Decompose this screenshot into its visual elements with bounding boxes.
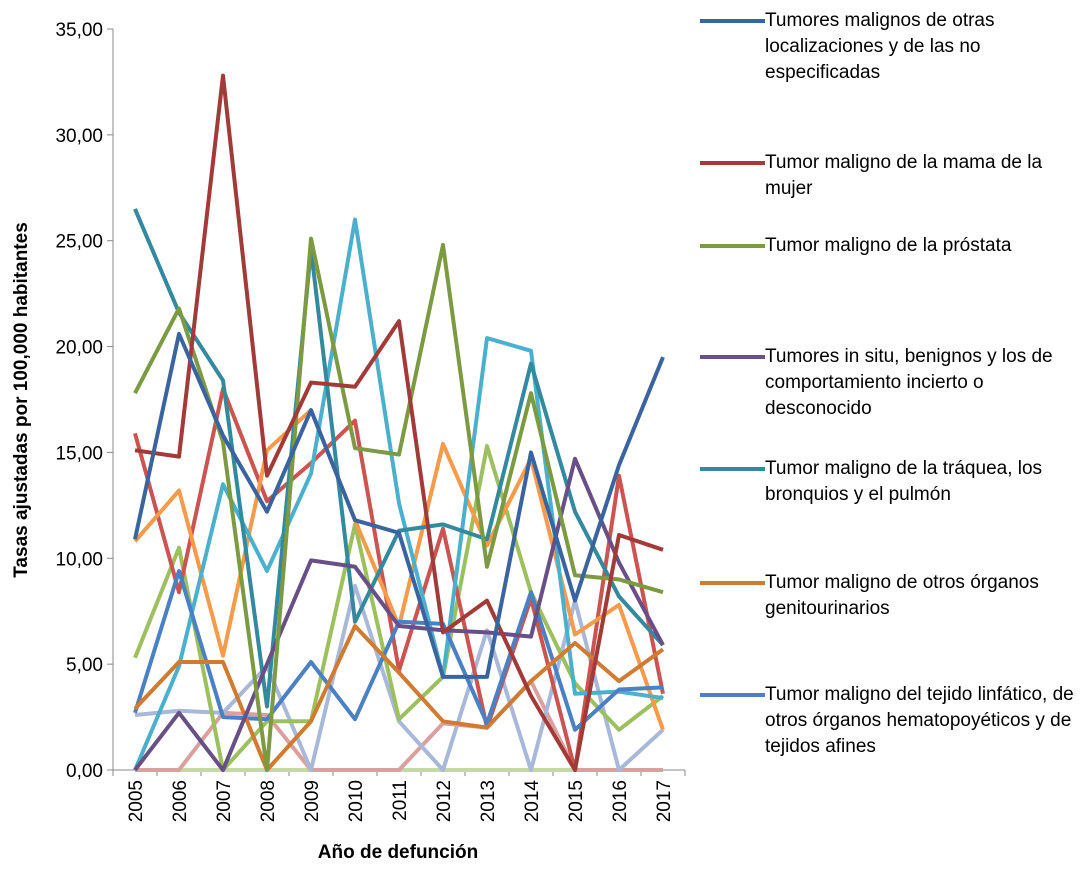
series-line xyxy=(133,208,665,709)
x-tick-label: 2007 xyxy=(214,780,235,822)
x-tick-label: 2011 xyxy=(390,780,411,821)
legend-label: Tumor maligno de otros órganos genitouri… xyxy=(765,572,1039,619)
legend-label: Tumor maligno de la próstata xyxy=(765,235,1012,256)
legend-label: Tumores malignos de otras localizaciones… xyxy=(765,10,995,83)
y-tick-label: 15,00 xyxy=(55,443,103,464)
legend-label: Tumor maligno de la mama de la mujer xyxy=(765,152,1043,199)
x-tick-label: 2008 xyxy=(258,780,279,822)
series-line xyxy=(133,624,665,772)
y-tick-label: 5,00 xyxy=(66,655,103,676)
series-line xyxy=(134,73,664,772)
series-line xyxy=(133,456,665,772)
y-tick-label: 25,00 xyxy=(55,232,103,253)
y-tick-label: 10,00 xyxy=(55,549,103,570)
y-tick-label: 35,00 xyxy=(55,20,103,41)
series-line xyxy=(134,583,665,772)
series-line xyxy=(133,331,665,679)
y-tick-label: 20,00 xyxy=(55,338,103,359)
x-tick-label: 2005 xyxy=(126,780,147,822)
legend-label: Tumor maligno de la tráquea, los bronqui… xyxy=(765,458,1043,505)
x-tick-label: 2017 xyxy=(654,780,675,822)
series-line xyxy=(133,568,664,732)
y-tick-label: 0,00 xyxy=(66,761,103,782)
y-axis-title: Tasas ajustadas por 100,000 habitantes xyxy=(11,222,32,578)
x-tick-label: 2009 xyxy=(302,780,323,822)
x-tick-label: 2014 xyxy=(522,780,543,823)
x-axis-title: Año de defunción xyxy=(318,842,478,863)
x-tick-label: 2015 xyxy=(566,780,587,822)
legend-label: Tumores in situ, benignos y los de compo… xyxy=(765,346,1053,419)
series-line xyxy=(133,236,664,772)
x-tick-label: 2012 xyxy=(434,780,455,822)
x-tick-label: 2010 xyxy=(346,780,367,822)
x-tick-label: 2006 xyxy=(170,780,191,822)
legend-label: Tumor maligno del tejido linfático, de o… xyxy=(765,684,1074,757)
y-tick-label: 30,00 xyxy=(55,126,103,147)
x-tick-label: 2016 xyxy=(610,780,631,822)
series-line xyxy=(133,217,664,771)
x-tick-label: 2013 xyxy=(478,780,499,822)
